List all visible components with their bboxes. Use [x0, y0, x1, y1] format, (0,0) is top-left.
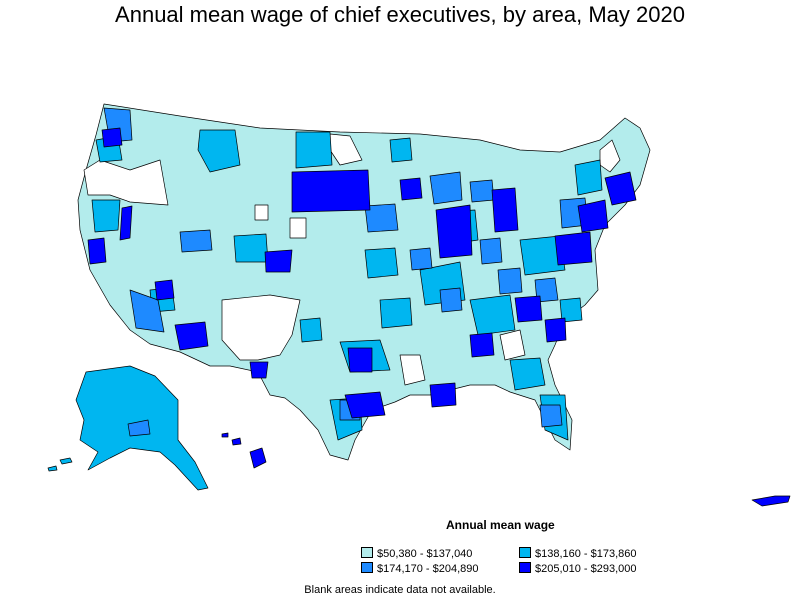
blank-area-nw — [83, 159, 169, 206]
legend-item-3: $174,170 - $204,890 — [361, 562, 479, 575]
tier3-areas — [103, 107, 589, 428]
blank-area-sw — [221, 294, 301, 361]
blank-area-ms — [399, 354, 426, 386]
legend-label-4: $205,010 - $293,000 — [535, 563, 637, 575]
legend-swatch-3 — [361, 562, 373, 573]
blank-area-co — [289, 217, 307, 239]
legend-swatch-1 — [361, 547, 373, 558]
footnote: Blank areas indicate data not available. — [304, 584, 496, 596]
map-title: Annual mean wage of chief executives, by… — [115, 2, 685, 27]
aleutian-islands — [47, 457, 73, 472]
legend-title: Annual mean wage — [446, 518, 555, 532]
blank-area-al — [499, 329, 526, 361]
legend-swatch-4 — [519, 562, 531, 573]
legend-item-2: $138,160 - $173,860 — [519, 547, 637, 560]
legend-item-4: $205,010 - $293,000 — [519, 562, 637, 575]
puerto-rico — [751, 495, 791, 507]
tier4-areas — [87, 127, 637, 419]
alaska-region — [127, 419, 151, 437]
blank-area-wy — [254, 204, 269, 221]
legend-label-1: $50,380 - $137,040 — [377, 548, 473, 560]
legend-swatch-2 — [519, 547, 531, 558]
legend-item-1: $50,380 - $137,040 — [361, 547, 472, 560]
legend-label-3: $174,170 - $204,890 — [377, 563, 479, 575]
legend-label-2: $138,160 - $173,860 — [535, 548, 637, 560]
hawaii — [221, 432, 267, 469]
